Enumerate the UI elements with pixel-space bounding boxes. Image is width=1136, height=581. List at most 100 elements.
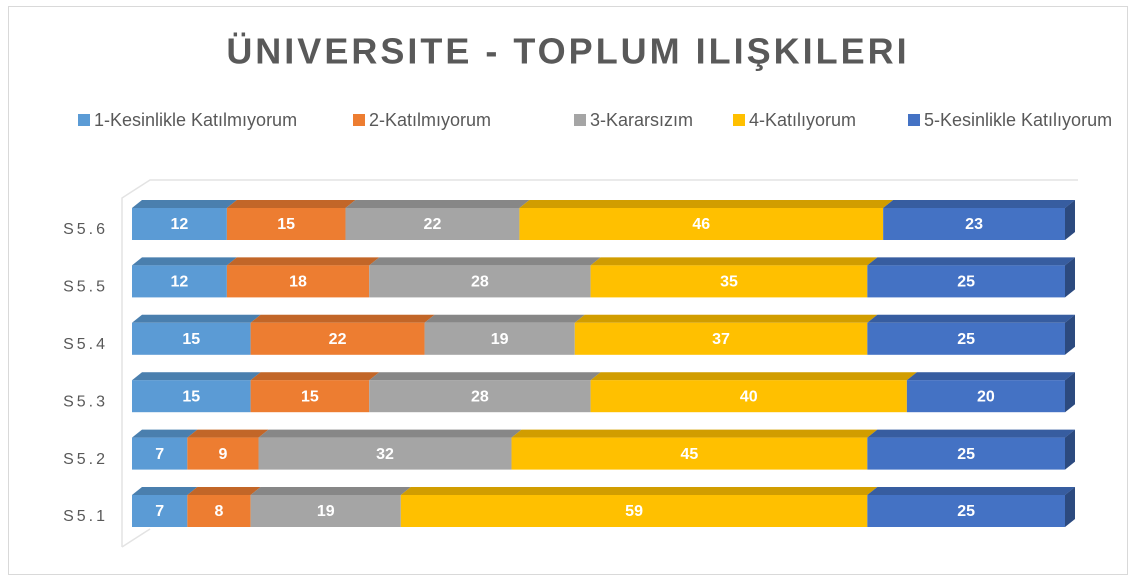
- bar-top-shade: [867, 257, 1075, 266]
- bar-top: [369, 372, 601, 381]
- bar-top: [867, 314, 1075, 323]
- data-label: 25: [957, 446, 975, 463]
- bar: [132, 265, 227, 298]
- bar-top-shade: [369, 372, 601, 381]
- bar-top: [590, 372, 917, 381]
- bar-top: [187, 429, 269, 438]
- legend-label: 4-Katılıyorum: [749, 110, 856, 130]
- y-tick-label: S5.2: [63, 451, 108, 468]
- data-label: 18: [289, 274, 307, 291]
- legend-label: 1-Kesinlikle Katılmıyorum: [94, 110, 297, 130]
- bar: [250, 380, 370, 413]
- bar-top: [132, 257, 237, 266]
- bar-top-shade: [345, 200, 530, 208]
- bar-top-shade: [906, 372, 1075, 381]
- data-label: 15: [277, 216, 295, 233]
- data-label: 22: [329, 331, 347, 348]
- bar-top: [250, 372, 380, 381]
- bar: [226, 265, 370, 298]
- legend-swatch: [574, 114, 586, 126]
- bar: [132, 380, 251, 413]
- data-label: 7: [155, 503, 164, 520]
- data-label: 12: [171, 216, 189, 233]
- bar-top: [369, 257, 601, 266]
- legend-swatch: [78, 114, 90, 126]
- bar-top: [867, 487, 1075, 495]
- data-label: 7: [155, 446, 164, 463]
- data-label: 22: [424, 216, 442, 233]
- bar-side: [1065, 429, 1075, 470]
- bar-top-shade: [424, 314, 585, 323]
- bar: [226, 208, 346, 240]
- bar: [590, 380, 907, 413]
- bar-top-shade: [132, 372, 261, 381]
- bar-top-shade: [883, 200, 1075, 208]
- bar: [867, 265, 1065, 298]
- bar-side-shade: [1065, 487, 1075, 527]
- data-label: 15: [182, 388, 200, 405]
- bar: [400, 495, 868, 527]
- data-label: 45: [681, 446, 699, 463]
- bar-top-shade: [250, 314, 435, 323]
- bar: [187, 437, 259, 470]
- bar-top: [906, 372, 1075, 381]
- bar-side-shade: [1065, 429, 1075, 470]
- bar: [132, 208, 227, 240]
- data-label: 25: [957, 331, 975, 348]
- legend-swatch: [353, 114, 365, 126]
- data-label: 8: [215, 503, 224, 520]
- data-label: 35: [720, 274, 738, 291]
- bar-top-shade: [258, 429, 522, 438]
- bar: [132, 322, 251, 355]
- y-tick-label: S5.3: [63, 393, 108, 410]
- data-label: 28: [471, 388, 489, 405]
- bar-top-shade: [187, 487, 261, 495]
- bar: [187, 495, 251, 527]
- bar-side: [1065, 487, 1075, 527]
- bar: [132, 437, 188, 470]
- bar-top: [590, 257, 878, 266]
- bar-top: [132, 487, 198, 495]
- bar-top: [867, 257, 1075, 266]
- bar: [250, 322, 425, 355]
- bar: [424, 322, 575, 355]
- bar-top: [187, 487, 261, 495]
- bar-top: [345, 200, 530, 208]
- bar: [574, 322, 868, 355]
- data-label: 19: [491, 331, 509, 348]
- bar-top-shade: [250, 487, 411, 495]
- legend-label: 5-Kesinlikle Katılıyorum: [924, 110, 1112, 130]
- bar-top-shade: [226, 200, 356, 208]
- bar-top-shade: [511, 429, 878, 438]
- bar-top: [511, 429, 878, 438]
- bar-top-shade: [590, 257, 878, 266]
- bar-top-shade: [590, 372, 917, 381]
- bar-top: [132, 372, 261, 381]
- data-label: 20: [977, 388, 995, 405]
- legend-label: 2-Katılmıyorum: [369, 110, 491, 130]
- bar-side-shade: [1065, 372, 1075, 413]
- bar-top-shade: [226, 257, 380, 266]
- bar: [132, 495, 188, 527]
- bar-side-shade: [1065, 200, 1075, 240]
- bar-top: [250, 487, 411, 495]
- bar-top-shade: [369, 257, 601, 266]
- bar-top: [883, 200, 1075, 208]
- bar: [867, 437, 1065, 470]
- bar-side: [1065, 257, 1075, 298]
- legend-swatch: [908, 114, 920, 126]
- legend-swatch: [733, 114, 745, 126]
- chart-title: ÜNIVERSITE - TOPLUM ILIŞKILERI: [226, 31, 909, 72]
- bar: [867, 495, 1065, 527]
- bar-top-shade: [867, 487, 1075, 495]
- back-wall: [121, 179, 1078, 547]
- data-label: 12: [171, 274, 189, 291]
- bar: [369, 265, 591, 298]
- bar: [258, 437, 512, 470]
- bar-side: [1065, 314, 1075, 355]
- bar-top: [250, 314, 435, 323]
- data-label: 40: [740, 388, 758, 405]
- bar: [511, 437, 868, 470]
- data-label: 25: [957, 503, 975, 520]
